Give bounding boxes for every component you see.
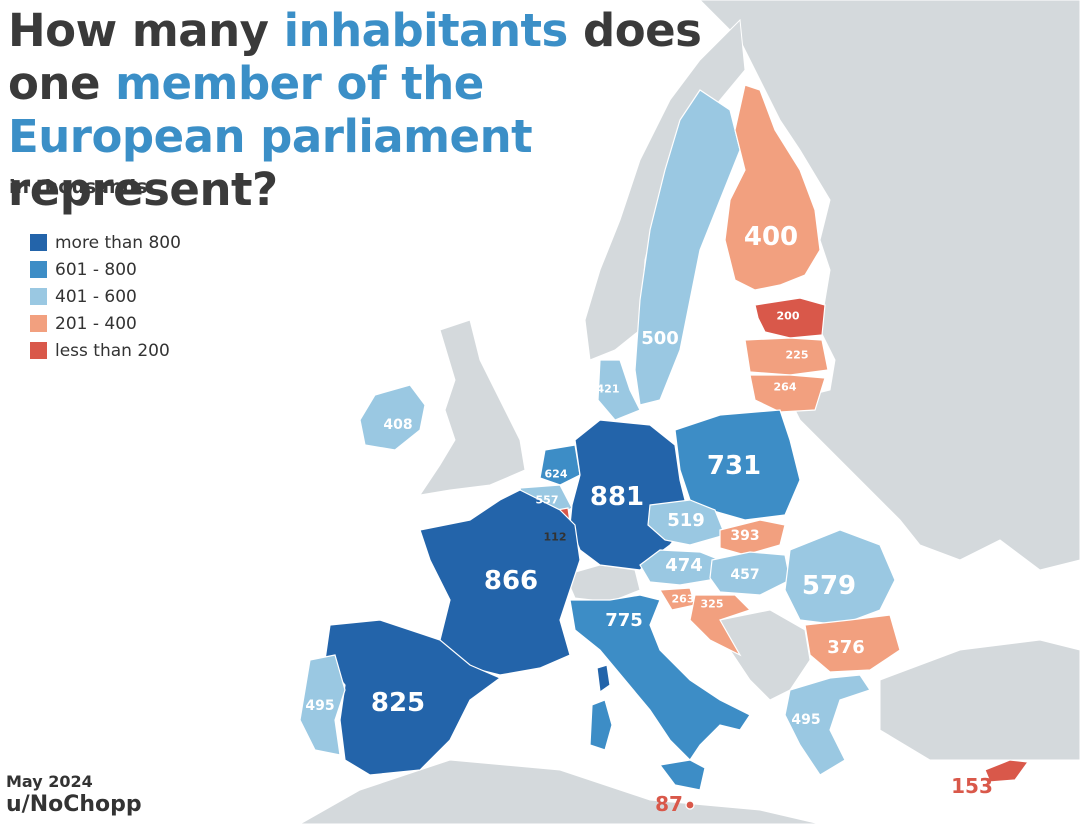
balkans-land: [719, 609, 811, 701]
title-part4: member of the European parliament: [8, 57, 533, 163]
turkey-land: [879, 639, 1080, 761]
legend-label: 201 - 400: [55, 313, 137, 334]
subtitle: in thousands: [9, 176, 148, 198]
value-france: 866: [483, 566, 539, 596]
title-part3: does one: [8, 4, 702, 110]
legend: more than 800 601 - 800 401 - 600 201 - …: [30, 229, 181, 364]
title-part2: inhabitants: [283, 4, 569, 57]
legend-item: more than 800: [30, 229, 181, 256]
title-part1: How many: [8, 4, 284, 57]
value-bulgaria: 376: [827, 637, 865, 658]
eu-countries: [299, 84, 1030, 810]
value-slovenia: 263: [671, 592, 695, 606]
country-latvia: [744, 337, 829, 376]
country-slovakia: [719, 519, 786, 556]
value-netherlands: 624: [544, 467, 568, 481]
legend-swatch: [30, 234, 47, 251]
value-ireland: 408: [383, 417, 413, 433]
value-hungary: 457: [730, 567, 760, 583]
value-greece: 495: [791, 712, 821, 728]
country-portugal: [299, 654, 346, 756]
country-cyprus: [984, 759, 1030, 783]
value-germany: 881: [589, 482, 645, 512]
legend-item: less than 200: [30, 337, 181, 364]
country-italy-sicily: [658, 759, 706, 791]
value-estonia: 200: [776, 309, 800, 323]
legend-label: 401 - 600: [55, 286, 137, 307]
country-croatia: [689, 594, 752, 657]
country-france-corsica: [596, 664, 611, 694]
country-netherlands: [539, 444, 581, 486]
value-croatia: 325: [700, 597, 724, 611]
value-luxembourg: 112: [543, 530, 567, 544]
value-portugal: 495: [305, 698, 335, 714]
country-poland: [674, 409, 801, 521]
value-sweden: 500: [641, 328, 679, 349]
country-malta: [685, 800, 695, 810]
legend-swatch: [30, 342, 47, 359]
legend-label: 601 - 800: [55, 259, 137, 280]
country-romania: [784, 529, 896, 626]
legend-swatch: [30, 261, 47, 278]
legend-item: 401 - 600: [30, 283, 181, 310]
country-greece: [784, 674, 871, 776]
legend-swatch: [30, 288, 47, 305]
value-poland: 731: [706, 451, 762, 481]
country-bulgaria: [804, 614, 901, 673]
footer-date: May 2024: [6, 772, 93, 791]
value-lithuania: 264: [773, 380, 797, 394]
country-denmark: [597, 359, 641, 421]
country-sweden: [634, 89, 741, 406]
legend-item: 201 - 400: [30, 310, 181, 337]
legend-label: more than 800: [55, 232, 181, 253]
value-romania: 579: [801, 571, 857, 601]
country-czechia: [647, 499, 726, 546]
value-slovakia: 393: [730, 528, 760, 544]
value-latvia: 225: [785, 348, 809, 362]
value-spain: 825: [370, 688, 426, 718]
country-estonia: [754, 297, 826, 339]
value-czechia: 519: [667, 510, 705, 531]
country-lithuania: [749, 374, 826, 413]
page-title: How many inhabitants does one member of …: [8, 4, 708, 216]
non-eu-land: [298, 0, 1080, 824]
country-hungary: [709, 551, 791, 596]
value-denmark: 421: [596, 382, 620, 396]
legend-item: 601 - 800: [30, 256, 181, 283]
value-austria: 474: [665, 555, 703, 576]
value-malta: 87: [655, 792, 683, 816]
value-italy: 775: [605, 610, 643, 631]
value-cyprus: 153: [951, 774, 993, 798]
legend-label: less than 200: [55, 340, 170, 361]
value-finland: 400: [743, 222, 799, 252]
footer-author: u/NoChopp: [6, 792, 142, 817]
value-belgium: 557: [535, 493, 559, 507]
uk-land: [418, 319, 526, 496]
legend-swatch: [30, 315, 47, 332]
country-france: [419, 489, 581, 676]
title-part5: represent?: [8, 163, 278, 216]
country-italy-sardinia: [589, 699, 613, 751]
country-italy: [569, 594, 751, 761]
country-finland: [724, 84, 821, 291]
country-ireland: [359, 384, 426, 451]
